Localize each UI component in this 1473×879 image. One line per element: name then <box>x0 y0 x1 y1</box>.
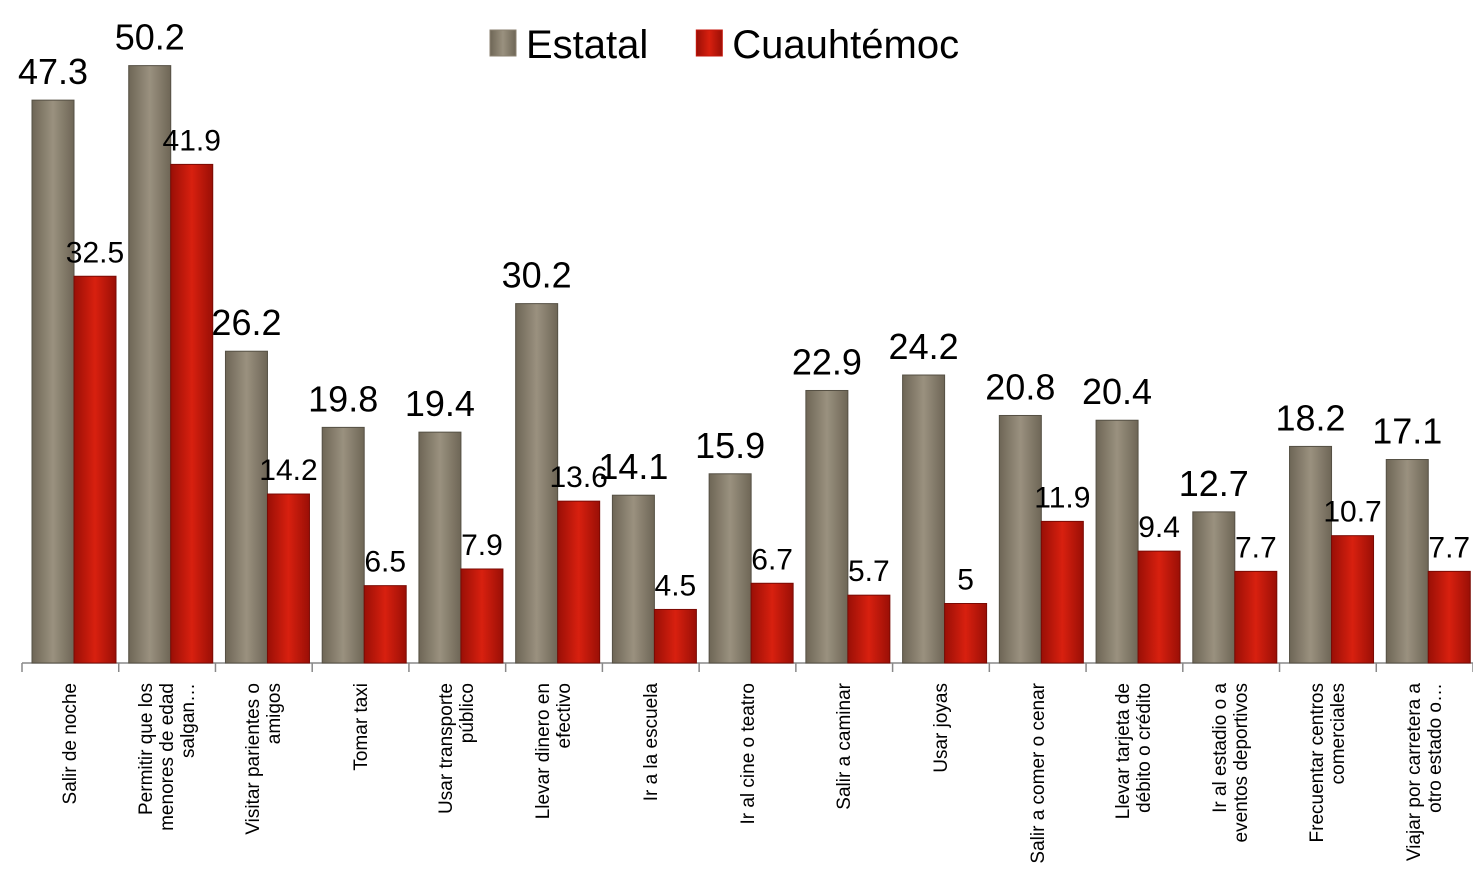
bar <box>321 426 365 664</box>
x-tick-label: Salir de noche <box>59 683 81 805</box>
value-label: 12.7 <box>1179 463 1249 504</box>
value-label: 15.9 <box>695 425 765 466</box>
value-label: 19.8 <box>308 378 378 419</box>
bar <box>1192 511 1236 664</box>
legend-swatch <box>695 29 723 57</box>
value-label: 7.7 <box>1235 531 1277 564</box>
value-label: 7.7 <box>1428 531 1470 564</box>
bar <box>557 500 601 664</box>
value-label: 24.2 <box>889 326 959 367</box>
x-tick-label: Visitar parientes o amigos <box>242 683 285 835</box>
bar <box>750 582 794 664</box>
legend-swatch <box>489 29 517 57</box>
bar <box>128 65 172 664</box>
bar <box>266 493 310 664</box>
bar <box>170 163 214 664</box>
bar <box>847 594 891 664</box>
value-label: 19.4 <box>405 383 475 424</box>
value-label: 5.7 <box>848 555 890 588</box>
value-label: 41.9 <box>163 124 221 157</box>
legend-label: Estatal <box>526 23 648 67</box>
x-tick-label: Tomar taxi <box>350 683 372 771</box>
x-tick-label: Permitir que los menores de edad salgan… <box>135 683 199 831</box>
bar <box>708 473 752 664</box>
x-tick-label: Frecuentar centros comerciales <box>1306 683 1349 843</box>
x-tick-label: Ir al estadio o a eventos deportivos <box>1210 683 1253 843</box>
legend-label: Cuauhtémoc <box>732 23 959 67</box>
value-label: 50.2 <box>115 17 185 58</box>
x-tick-label: Llevar dinero en efectivo <box>533 683 576 820</box>
bar <box>1427 570 1471 664</box>
x-tick-label: Viajar por carretera a otro estado o… <box>1403 683 1446 862</box>
value-label: 13.6 <box>549 461 607 494</box>
bar <box>363 585 407 664</box>
x-tick-label: Usar joyas <box>930 683 952 773</box>
value-label: 11.9 <box>1034 481 1090 514</box>
x-tick-label: Usar transporte público <box>436 683 479 814</box>
value-label: 20.4 <box>1082 371 1152 412</box>
x-tick-label: Ir al cine o teatro <box>737 683 758 825</box>
value-label: 9.4 <box>1138 511 1180 544</box>
bar <box>515 303 559 664</box>
x-tick-label: Salir a comer o cenar <box>1027 683 1049 864</box>
value-label: 6.5 <box>364 546 406 579</box>
value-label: 22.9 <box>792 341 862 382</box>
bar <box>1040 520 1084 664</box>
value-label: 4.5 <box>655 569 697 602</box>
value-label: 20.8 <box>985 366 1055 407</box>
value-label: 6.7 <box>751 543 793 576</box>
bar <box>31 99 75 664</box>
value-label: 5 <box>957 564 974 597</box>
bar <box>418 431 462 664</box>
bar <box>73 275 117 664</box>
bar <box>460 568 504 664</box>
bar <box>805 389 849 664</box>
value-label: 30.2 <box>502 255 572 296</box>
value-label: 18.2 <box>1275 397 1345 438</box>
value-label: 47.3 <box>18 51 88 92</box>
value-label: 26.2 <box>211 302 281 343</box>
bar <box>1234 570 1278 664</box>
bar <box>653 608 697 664</box>
bar <box>998 414 1042 664</box>
x-tick-label: Ir a la escuela <box>640 683 662 802</box>
bar <box>1331 535 1375 664</box>
value-label: 7.9 <box>461 529 503 562</box>
bar <box>902 374 946 664</box>
x-tick-label: Salir a caminar <box>833 683 855 810</box>
value-label: 14.2 <box>259 454 317 487</box>
bar <box>1137 550 1181 664</box>
value-label: 10.7 <box>1323 496 1381 529</box>
bar <box>1289 445 1333 664</box>
bar <box>944 603 988 664</box>
value-label: 14.1 <box>598 446 668 487</box>
bar <box>224 350 268 664</box>
bar <box>1385 459 1429 664</box>
value-label: 17.1 <box>1372 411 1442 452</box>
x-tick-label: Llevar tarjeta de débito o crédito <box>1113 683 1156 820</box>
value-label: 32.5 <box>66 236 124 269</box>
bar <box>1095 419 1139 664</box>
bar <box>611 494 655 664</box>
